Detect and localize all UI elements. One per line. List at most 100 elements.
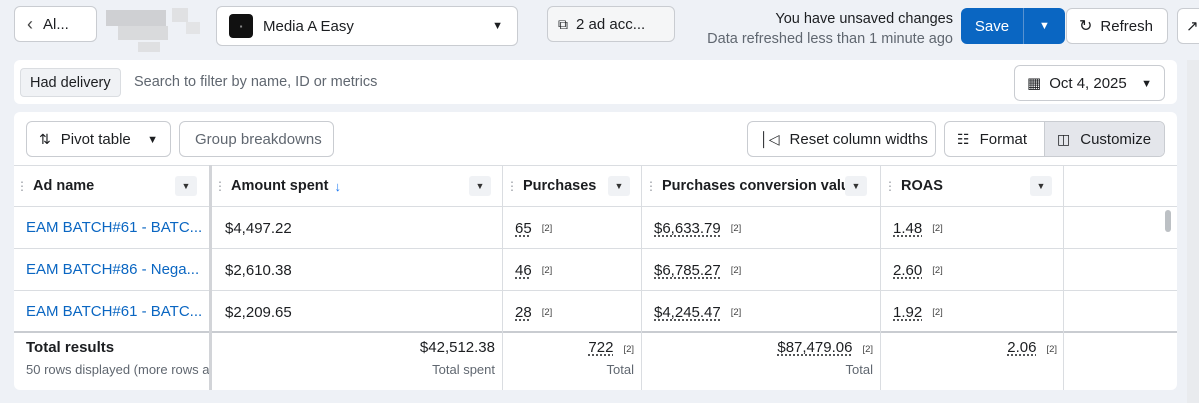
- column-divider[interactable]: [880, 165, 881, 390]
- amount-spent-cell: $4,497.22: [225, 219, 292, 237]
- caret-down-icon: ▼: [147, 134, 158, 146]
- account-logo-icon: ▪: [229, 14, 253, 38]
- total-spent-label: Total spent: [432, 362, 495, 377]
- drag-handle-icon[interactable]: ⋮: [16, 179, 28, 193]
- column-resize-icon: │◁: [760, 130, 780, 147]
- column-header-roas[interactable]: ⋮ ROAS: [884, 178, 943, 194]
- had-delivery-chip[interactable]: Had delivery: [20, 68, 121, 97]
- purchases-cell[interactable]: 28 [2]: [515, 303, 553, 321]
- refresh-status: Data refreshed less than 1 minute ago: [707, 31, 953, 47]
- amount-spent-cell: $2,610.38: [225, 261, 292, 279]
- table-panel: ⇅ Pivot table ▼ Group breakdowns │◁ Rese…: [14, 112, 1177, 390]
- totals-row: Total results 50 rows displayed (more ro…: [14, 331, 1177, 390]
- rows-displayed-note: 50 rows displayed (more rows av: [26, 362, 212, 377]
- view-options-group: ☷ Format ◫ Customize: [944, 121, 1165, 157]
- caret-down-icon: ▼: [492, 20, 503, 32]
- conversion-value-cell[interactable]: $6,633.79 [2]: [654, 219, 742, 237]
- total-purchases-value: 722 [2]: [588, 339, 634, 356]
- table-row[interactable]: EAM BATCH#86 - Nega... $2,610.38 46 [2] $…: [14, 249, 1177, 291]
- ad-accounts-label: 2 ad acc...: [576, 15, 646, 33]
- customize-button[interactable]: ◫ Customize: [1045, 122, 1164, 156]
- unsaved-status: You have unsaved changes Data refreshed …: [707, 9, 953, 49]
- refresh-label: Refresh: [1100, 17, 1153, 35]
- pivot-table-icon: ⇅: [39, 130, 51, 147]
- calendar-icon: ▦: [1027, 75, 1042, 92]
- roas-cell[interactable]: 2.60 [2]: [893, 261, 943, 279]
- unsaved-title: You have unsaved changes: [775, 11, 953, 27]
- pivot-label: Pivot table: [60, 130, 131, 148]
- filter-bar: Had delivery ▦ Oct 4, 2025 ▼: [14, 60, 1177, 104]
- ad-name-link[interactable]: EAM BATCH#86 - Nega...: [26, 261, 200, 278]
- column-header-amount-spent[interactable]: ⋮ Amount spent ↓: [214, 178, 341, 194]
- blurred-region: [106, 10, 166, 26]
- drag-handle-icon[interactable]: ⋮: [214, 179, 226, 193]
- format-icon: ☷: [957, 130, 970, 147]
- frozen-column-divider[interactable]: [209, 165, 212, 390]
- blurred-region: [118, 26, 168, 40]
- date-picker-button[interactable]: ▦ Oct 4, 2025 ▼: [1014, 65, 1165, 101]
- reset-column-widths-button[interactable]: │◁ Reset column widths: [747, 121, 936, 157]
- total-conversion-value: $87,479.06 [2]: [777, 339, 873, 356]
- customize-label: Customize: [1080, 130, 1152, 148]
- sort-down-icon: ↓: [334, 178, 341, 194]
- column-divider[interactable]: [641, 165, 642, 390]
- back-label: Al...: [43, 15, 69, 33]
- table-row[interactable]: EAM BATCH#61 - BATC... $2,209.65 28 [2] $…: [14, 291, 1177, 333]
- refresh-button[interactable]: ↻ Refresh: [1066, 8, 1168, 44]
- chart-icon: ↗: [1186, 18, 1199, 35]
- column-menu-caret-icon[interactable]: ▼: [469, 176, 491, 196]
- search-input[interactable]: [134, 68, 634, 96]
- total-conversion-label: Total: [845, 362, 873, 377]
- column-header-purchases[interactable]: ⋮ Purchases: [506, 178, 597, 194]
- column-header-conversion-value[interactable]: ⋮ Purchases conversion value: [645, 178, 858, 194]
- purchases-cell[interactable]: 46 [2]: [515, 261, 553, 279]
- column-menu-caret-icon[interactable]: ▼: [608, 176, 630, 196]
- save-options-caret-icon[interactable]: ▼: [1039, 20, 1050, 32]
- column-divider[interactable]: [1063, 165, 1064, 390]
- total-purchases-label: Total: [606, 362, 634, 377]
- vertical-scrollbar[interactable]: [1165, 210, 1171, 232]
- account-select[interactable]: ▪ Media A Easy ▼: [216, 6, 518, 46]
- group-breakdowns-button[interactable]: Group breakdowns: [179, 121, 334, 157]
- chevron-left-icon: ‹: [27, 13, 33, 34]
- back-button[interactable]: ‹ Al...: [14, 6, 97, 42]
- roas-cell[interactable]: 1.48 [2]: [893, 219, 943, 237]
- column-header-ad-name[interactable]: ⋮ Ad name: [16, 178, 95, 194]
- save-button[interactable]: Save: [961, 8, 1024, 44]
- drag-handle-icon[interactable]: ⋮: [506, 179, 518, 193]
- blurred-region: [186, 22, 200, 34]
- conversion-value-cell[interactable]: $6,785.27 [2]: [654, 261, 742, 279]
- pivot-table-button[interactable]: ⇅ Pivot table ▼: [26, 121, 171, 157]
- total-spent-value: $42,512.38: [419, 339, 495, 356]
- format-button[interactable]: ☷ Format: [945, 122, 1045, 156]
- drag-handle-icon[interactable]: ⋮: [645, 179, 657, 193]
- save-button-group: Save ▼: [961, 8, 1065, 44]
- ad-accounts-button[interactable]: ⧉ 2 ad acc...: [547, 6, 675, 42]
- totals-label: Total results: [26, 339, 115, 356]
- account-name: Media A Easy: [263, 17, 354, 35]
- column-divider[interactable]: [502, 165, 503, 390]
- side-panel-button[interactable]: ↗: [1177, 8, 1199, 44]
- side-scroll-track: [1187, 60, 1199, 403]
- table-row[interactable]: EAM BATCH#61 - BATC... $4,497.22 65 [2] $…: [14, 207, 1177, 249]
- column-menu-caret-icon[interactable]: ▼: [175, 176, 197, 196]
- column-menu-caret-icon[interactable]: ▼: [1030, 176, 1052, 196]
- blurred-region: [172, 8, 188, 22]
- amount-spent-cell: $2,209.65: [225, 303, 292, 321]
- date-label: Oct 4, 2025: [1049, 74, 1127, 92]
- ad-accounts-icon: ⧉: [558, 15, 568, 32]
- conversion-value-cell[interactable]: $4,245.47 [2]: [654, 303, 742, 321]
- table-header: ⋮ Ad name ▼ ⋮ Amount spent ↓ ▼ ⋮ Purchas…: [14, 165, 1177, 207]
- ad-name-link[interactable]: EAM BATCH#61 - BATC...: [26, 219, 203, 236]
- roas-cell[interactable]: 1.92 [2]: [893, 303, 943, 321]
- purchases-cell[interactable]: 65 [2]: [515, 219, 553, 237]
- column-menu-caret-icon[interactable]: ▼: [845, 176, 867, 196]
- caret-down-icon: ▼: [1141, 78, 1152, 90]
- reset-label: Reset column widths: [789, 130, 928, 148]
- drag-handle-icon[interactable]: ⋮: [884, 179, 896, 193]
- refresh-icon: ↻: [1079, 18, 1093, 35]
- blurred-region: [138, 42, 160, 52]
- format-label: Format: [979, 130, 1028, 148]
- total-roas-value: 2.06 [2]: [1007, 339, 1057, 356]
- ad-name-link[interactable]: EAM BATCH#61 - BATC...: [26, 303, 203, 320]
